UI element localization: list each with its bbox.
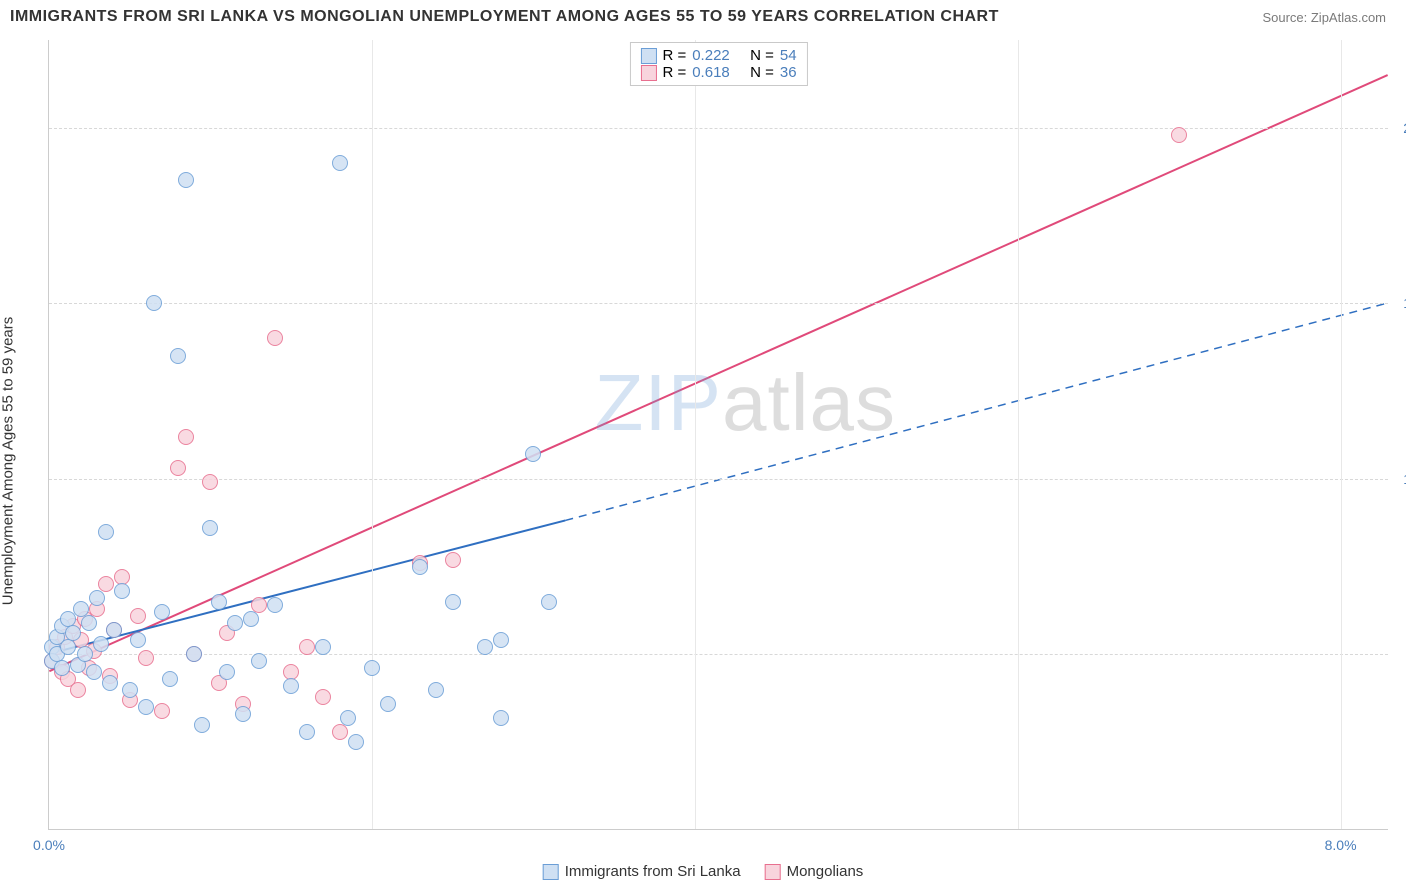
x-tick-label: 0.0% <box>33 837 65 853</box>
gridline-h <box>49 303 1388 304</box>
scatter-point-srilanka <box>235 706 251 722</box>
scatter-point-mongolians <box>178 429 194 445</box>
scatter-point-mongolians <box>1171 127 1187 143</box>
scatter-point-mongolians <box>332 724 348 740</box>
legend-R-label: R = <box>662 64 686 81</box>
watermark-zip: ZIP <box>595 358 722 447</box>
swatch-mongolians <box>640 65 656 81</box>
scatter-point-srilanka <box>493 632 509 648</box>
scatter-point-mongolians <box>315 689 331 705</box>
scatter-point-srilanka <box>54 660 70 676</box>
trend-line <box>565 303 1387 520</box>
y-axis-label: Unemployment Among Ages 55 to 59 years <box>0 317 17 606</box>
scatter-point-mongolians <box>267 330 283 346</box>
scatter-point-srilanka <box>162 671 178 687</box>
scatter-point-srilanka <box>541 594 557 610</box>
scatter-point-srilanka <box>102 675 118 691</box>
legend-R-label: R = <box>662 47 686 64</box>
gridline-v <box>1341 40 1342 829</box>
swatch-srilanka-icon <box>543 864 559 880</box>
scatter-point-srilanka <box>81 615 97 631</box>
scatter-point-srilanka <box>340 710 356 726</box>
scatter-point-srilanka <box>98 524 114 540</box>
scatter-point-srilanka <box>445 594 461 610</box>
scatter-point-srilanka <box>77 646 93 662</box>
scatter-point-srilanka <box>364 660 380 676</box>
gridline-h <box>49 128 1388 129</box>
scatter-point-srilanka <box>428 682 444 698</box>
scatter-point-mongolians <box>70 682 86 698</box>
scatter-point-srilanka <box>194 717 210 733</box>
scatter-point-srilanka <box>283 678 299 694</box>
source-label: Source: ZipAtlas.com <box>1262 10 1386 25</box>
scatter-point-srilanka <box>106 622 122 638</box>
chart-title: IMMIGRANTS FROM SRI LANKA VS MONGOLIAN U… <box>10 8 999 26</box>
scatter-point-mongolians <box>154 703 170 719</box>
x-tick-label: 8.0% <box>1325 837 1357 853</box>
swatch-mongolians-icon <box>765 864 781 880</box>
scatter-point-srilanka <box>202 520 218 536</box>
scatter-point-mongolians <box>299 639 315 655</box>
scatter-point-srilanka <box>186 646 202 662</box>
scatter-point-srilanka <box>332 155 348 171</box>
scatter-point-srilanka <box>219 664 235 680</box>
watermark: ZIPatlas <box>595 357 896 449</box>
scatter-point-srilanka <box>412 559 428 575</box>
scatter-point-srilanka <box>138 699 154 715</box>
gridline-v <box>372 40 373 829</box>
scatter-point-mongolians <box>138 650 154 666</box>
legend-stats: R = 0.222 N = 54 R = 0.618 N = 36 <box>629 42 807 86</box>
scatter-point-srilanka <box>299 724 315 740</box>
scatter-point-srilanka <box>86 664 102 680</box>
scatter-point-srilanka <box>493 710 509 726</box>
scatter-point-srilanka <box>114 583 130 599</box>
scatter-point-mongolians <box>130 608 146 624</box>
watermark-atlas: atlas <box>722 358 896 447</box>
scatter-point-srilanka <box>267 597 283 613</box>
gridline-v <box>1018 40 1019 829</box>
legend-row-srilanka: R = 0.222 N = 54 <box>640 47 796 64</box>
scatter-point-srilanka <box>525 446 541 462</box>
scatter-point-srilanka <box>170 348 186 364</box>
scatter-point-mongolians <box>170 460 186 476</box>
legend-N-label: N = <box>750 47 774 64</box>
scatter-point-srilanka <box>154 604 170 620</box>
scatter-point-srilanka <box>65 625 81 641</box>
legend-label-srilanka: Immigrants from Sri Lanka <box>565 863 741 880</box>
scatter-point-srilanka <box>243 611 259 627</box>
swatch-srilanka <box>640 48 656 64</box>
scatter-point-srilanka <box>348 734 364 750</box>
legend-R-value: 0.618 <box>692 64 730 81</box>
scatter-point-srilanka <box>251 653 267 669</box>
chart-container: Unemployment Among Ages 55 to 59 years R… <box>0 30 1406 892</box>
gridline-v <box>695 40 696 829</box>
scatter-point-srilanka <box>178 172 194 188</box>
scatter-point-srilanka <box>122 682 138 698</box>
legend-series: Immigrants from Sri Lanka Mongolians <box>543 863 864 880</box>
scatter-point-srilanka <box>93 636 109 652</box>
trend-line <box>49 75 1387 671</box>
plot-area: R = 0.222 N = 54 R = 0.618 N = 36 ZIPatl… <box>48 40 1388 830</box>
legend-item-mongolians: Mongolians <box>765 863 864 880</box>
legend-R-value: 0.222 <box>692 47 730 64</box>
scatter-point-srilanka <box>60 639 76 655</box>
legend-row-mongolians: R = 0.618 N = 36 <box>640 64 796 81</box>
gridline-h <box>49 479 1388 480</box>
scatter-point-mongolians <box>202 474 218 490</box>
scatter-point-srilanka <box>89 590 105 606</box>
legend-item-srilanka: Immigrants from Sri Lanka <box>543 863 741 880</box>
scatter-point-srilanka <box>130 632 146 648</box>
scatter-point-srilanka <box>477 639 493 655</box>
legend-label-mongolians: Mongolians <box>787 863 864 880</box>
scatter-point-srilanka <box>146 295 162 311</box>
scatter-point-srilanka <box>227 615 243 631</box>
scatter-point-srilanka <box>380 696 396 712</box>
scatter-point-mongolians <box>445 552 461 568</box>
legend-N-value: 36 <box>780 64 797 81</box>
scatter-point-srilanka <box>315 639 331 655</box>
legend-N-label: N = <box>750 64 774 81</box>
gridline-h <box>49 654 1388 655</box>
legend-N-value: 54 <box>780 47 797 64</box>
scatter-point-srilanka <box>211 594 227 610</box>
